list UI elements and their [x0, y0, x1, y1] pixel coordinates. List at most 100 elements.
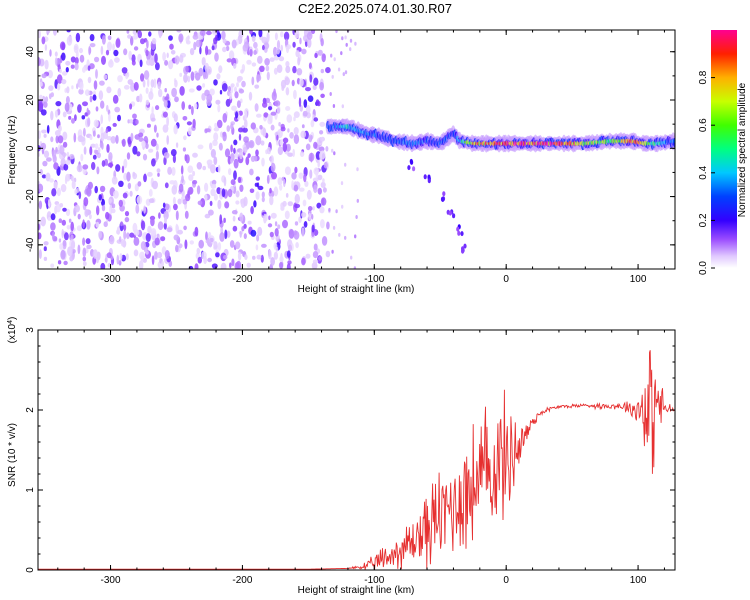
spectrogram-noise-cell	[54, 57, 58, 66]
spectrogram-noise-cell	[92, 249, 99, 259]
spectrogram-noise-cell	[120, 221, 124, 227]
spectrogram-noise-cell	[180, 165, 184, 175]
spectrogram-noise-cell	[209, 200, 213, 207]
spectrogram-noise-cell	[178, 33, 184, 43]
spectrogram-noise-cell	[108, 198, 112, 204]
spectrogram-noise-cell	[320, 181, 326, 188]
spectrogram-noise-cell	[147, 171, 153, 177]
spectrogram-noise-cell	[261, 243, 267, 248]
spectrogram-noise-cell	[275, 47, 280, 55]
spectrogram-noise-cell	[127, 182, 132, 190]
spectrogram-noise-cell	[192, 118, 196, 129]
spectrogram-noise-cell	[53, 181, 58, 191]
spectrogram-noise-cell	[271, 172, 277, 180]
spectrogram-noise-cell	[198, 67, 204, 77]
spectrogram-noise-cell	[101, 35, 106, 45]
spectrogram-noise-cell	[113, 190, 119, 199]
spectrogram-noise-cell	[38, 130, 41, 139]
spectrogram-noise-cell	[202, 165, 206, 171]
colorbar-tick-label: 0.8	[698, 70, 709, 84]
spectrogram-noise-cell	[305, 143, 311, 151]
spectrogram-noise-cell	[86, 244, 92, 250]
spectrogram-streak-cell	[448, 210, 452, 216]
spectrogram-noise-cell	[54, 130, 61, 137]
spectrogram-noise-cell	[311, 213, 314, 220]
spectrogram-noise-cell	[89, 135, 93, 140]
spectrogram-noise-cell	[205, 45, 209, 56]
spectrogram-noise-cell	[219, 214, 223, 225]
spectrogram-noise-cell	[233, 147, 236, 154]
spectrogram-noise-cell	[220, 131, 224, 138]
spectrogram-noise-cell	[294, 203, 301, 209]
spectrogram-noise-cell	[320, 38, 324, 47]
spectrogram-noise-cell	[276, 107, 281, 114]
spectrogram-noise-cell	[162, 51, 167, 62]
spectrogram-noise-cell	[62, 131, 68, 141]
spectrogram-noise-cell	[356, 198, 359, 203]
colorbar-gradient	[711, 30, 737, 268]
spectrogram-noise-cell	[156, 132, 159, 138]
spectrogram-noise-cell	[47, 199, 51, 208]
spectrogram-noise-cell	[262, 44, 265, 51]
spectrogram-noise-cell	[196, 85, 202, 91]
spectrogram-noise-cell	[145, 250, 149, 255]
spectrogram-noise-cell	[49, 49, 52, 57]
spectrogram-noise-cell	[287, 244, 293, 252]
spectrogram-noise-cell	[280, 126, 286, 132]
spectrogram-noise-cell	[130, 36, 134, 46]
spectrogram-noise-cell	[61, 52, 66, 61]
spectrogram-noise-cell	[128, 50, 132, 60]
spectrogram-noise-cell	[39, 169, 43, 175]
spectrogram-noise-cell	[277, 177, 283, 186]
spectrogram-noise-cell	[211, 179, 217, 185]
spectrogram-noise-cell	[60, 184, 67, 193]
spectrogram-noise-cell	[54, 51, 58, 57]
spectrogram-noise-cell	[317, 187, 322, 195]
spectrogram-noise-cell	[212, 139, 218, 146]
spectrogram-noise-cell	[38, 249, 42, 259]
spectrogram-noise-cell	[262, 101, 268, 108]
spectrogram-noise-cell	[286, 114, 293, 123]
spectrogram-noise-cell	[162, 111, 168, 118]
spectrogram-noise-cell	[59, 145, 65, 155]
colorbar-tick-label: 0.2	[698, 213, 709, 227]
spectrogram-noise-cell	[139, 260, 144, 269]
spectrogram-noise-cell	[320, 93, 325, 99]
spectrogram-noise-cell	[217, 104, 221, 113]
spectrogram-noise-cell	[238, 133, 242, 141]
spectrogram-noise-cell	[229, 262, 232, 269]
spectrogram-noise-cell	[174, 79, 178, 88]
spectrogram-noise-cell	[256, 234, 260, 242]
spectrogram-noise-cell	[121, 165, 125, 174]
spectrogram-noise-cell	[59, 203, 64, 208]
spectrogram-noise-cell	[211, 45, 215, 51]
spectrogram-noise-cell	[164, 88, 167, 93]
spectrogram-noise-cell	[280, 44, 284, 52]
spectrogram-noise-cell	[312, 251, 319, 259]
spectrogram-noise-cell	[263, 112, 269, 118]
spectrogram-noise-cell	[82, 247, 87, 258]
spectrogram-noise-cell	[153, 124, 157, 133]
spectrogram-noise-cell	[98, 230, 102, 239]
spectrogram-noise-cell	[310, 135, 313, 140]
spectrogram-noise-cell	[230, 179, 236, 186]
spectrogram-noise-cell	[274, 221, 278, 227]
spectrogram-noise-cell	[211, 263, 218, 269]
spectrogram-noise-cell	[213, 193, 218, 201]
spectrogram-noise-cell	[320, 197, 327, 206]
spectrogram-noise-cell	[332, 225, 336, 230]
spectrogram-noise-cell	[150, 117, 156, 122]
spectrogram-noise-cell	[255, 135, 262, 146]
spectrogram-noise-cell	[117, 87, 122, 97]
spectrogram-noise-cell	[243, 136, 250, 143]
spectrogram-noise-cell	[263, 42, 270, 50]
spectrogram-noise-cell	[354, 41, 357, 46]
spectrogram-noise-cell	[236, 82, 239, 88]
spectrogram-noise-cell	[255, 176, 260, 181]
spectrogram-noise-cell	[252, 255, 256, 260]
spectrogram-noise-cell	[333, 151, 336, 156]
spectrogram-noise-cell	[109, 235, 115, 245]
spectrogram-noise-cell	[194, 263, 199, 269]
spectrogram-noise-cell	[55, 135, 59, 144]
spectrogram-noise-cell	[123, 158, 128, 169]
